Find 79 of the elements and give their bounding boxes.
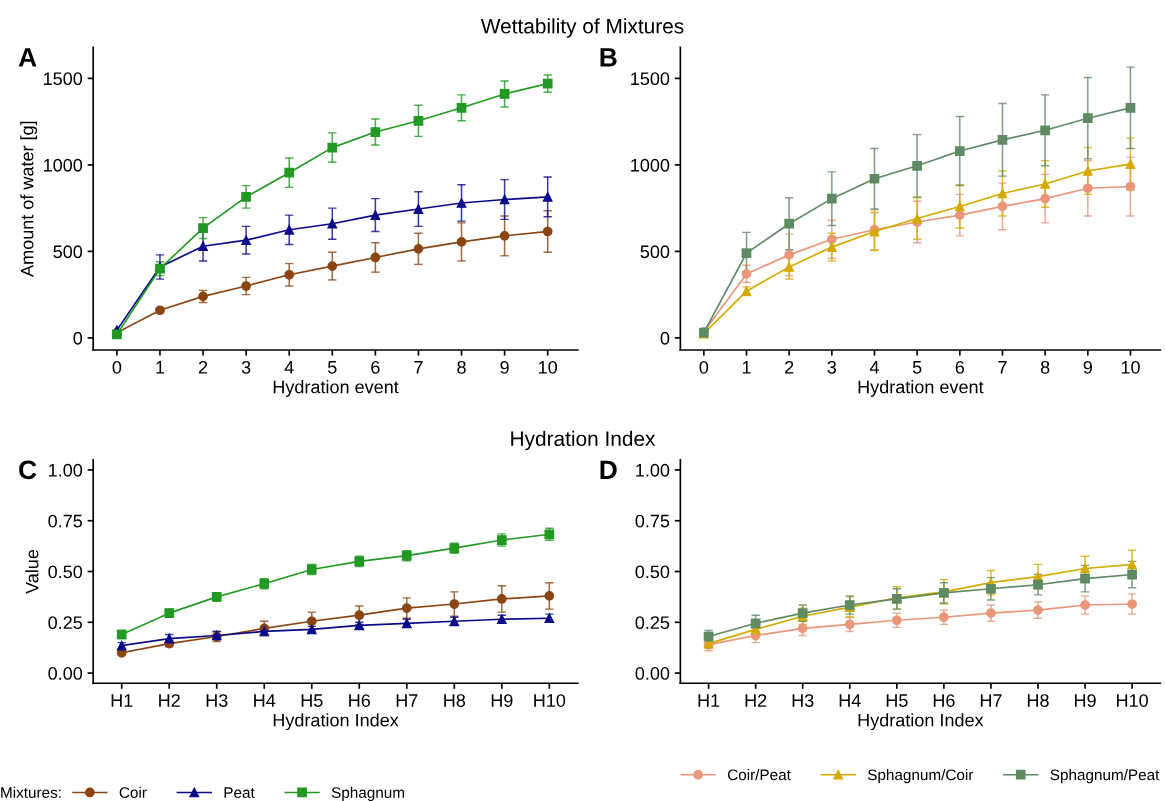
x-tick-label: H7 (396, 694, 418, 707)
legend-label: Sphagnum (331, 786, 405, 801)
legend-label: Sphagnum/Peat (1050, 769, 1160, 784)
text: C (19, 460, 37, 480)
x-tick-label: H5 (886, 694, 908, 707)
x-tick-label: H1 (111, 694, 133, 707)
x-tick-label: 7 (414, 361, 423, 374)
x-tick-label: 1 (742, 361, 751, 374)
x-tick-label: H8 (1027, 694, 1049, 707)
x-tick-label: H9 (1074, 694, 1096, 707)
x-tick-label: H4 (839, 694, 861, 707)
x-tick-label: H10 (1117, 694, 1148, 707)
x-tick-label: H2 (159, 694, 180, 707)
x-tick-label: 5 (327, 361, 337, 374)
x-tick-label: H10 (534, 694, 566, 707)
y-tick-label: 0.75 (635, 514, 670, 528)
x-axis-title: Hydration event (858, 380, 984, 397)
x-tick-label: H5 (301, 694, 323, 707)
x-tick-label: 1 (156, 361, 165, 374)
y-tick-label: 0.50 (48, 565, 83, 579)
x-tick-label: 0 (699, 360, 709, 374)
x-tick-label: H8 (444, 694, 466, 707)
text: A (18, 48, 37, 67)
x-tick-label: 3 (827, 360, 837, 374)
x-tick-label: H1 (698, 694, 720, 707)
x-tick-label: 9 (500, 360, 509, 374)
x-tick-label: 7 (998, 361, 1007, 374)
y-axis-title: Value (25, 549, 39, 594)
x-tick-label: H3 (792, 694, 814, 707)
y-tick-label: 500 (640, 245, 670, 259)
x-tick-label: H6 (933, 694, 955, 707)
x-axis-title: Hydration event (273, 380, 399, 397)
x-tick-label: 10 (1121, 360, 1140, 374)
x-tick-label: 4 (869, 361, 879, 374)
x-tick-label: H6 (349, 694, 371, 707)
text: B (600, 48, 617, 67)
x-tick-label: H7 (980, 694, 1002, 707)
x-tick-label: 6 (371, 360, 380, 374)
x-tick-label: 6 (955, 360, 965, 374)
x-tick-label: 10 (539, 360, 558, 374)
text: D (600, 460, 617, 479)
x-tick-label: 4 (284, 361, 294, 374)
y-tick-label: 1000 (44, 158, 83, 172)
x-tick-label: H3 (206, 694, 228, 707)
chart-title: Hydration Index (511, 430, 656, 451)
y-tick-label: 1.00 (636, 463, 670, 477)
y-tick-label: 0.00 (48, 667, 83, 680)
y-tick-label: 1500 (631, 72, 670, 86)
x-tick-label: H4 (254, 694, 276, 707)
x-tick-label: 0 (112, 360, 122, 374)
x-tick-label: 2 (785, 360, 794, 374)
x-tick-label: 3 (241, 360, 251, 374)
y-tick-label: 0 (660, 331, 670, 345)
legend-label: Coir/Peat (727, 769, 791, 781)
legend-label: Peat (224, 787, 255, 798)
legend-label: Sphagnum/Coir (867, 769, 974, 784)
legend-label: Coir (119, 786, 147, 798)
y-tick-label: 0.50 (635, 565, 670, 579)
y-tick-label: 500 (53, 245, 83, 259)
legend-title: Mixtures: (1, 786, 61, 798)
x-tick-label: 8 (1040, 360, 1050, 374)
x-axis-title: Hydration Index (273, 713, 399, 731)
y-tick-label: 0.25 (48, 616, 83, 630)
x-tick-label: 5 (912, 361, 922, 374)
x-tick-label: 9 (1083, 360, 1092, 374)
y-axis-title: Amount of water [g] (20, 121, 38, 277)
y-tick-label: 0.75 (48, 514, 83, 528)
y-tick-label: 1000 (631, 158, 670, 172)
chart-title: Wettability of Mixtures (480, 18, 684, 38)
x-tick-label: 2 (198, 360, 208, 374)
y-tick-label: 1500 (44, 72, 83, 86)
x-tick-label: 8 (457, 360, 466, 374)
y-tick-label: 0 (73, 331, 83, 345)
x-tick-label: H9 (491, 694, 513, 707)
y-tick-label: 0.25 (635, 616, 670, 630)
x-tick-label: H2 (745, 694, 767, 707)
y-tick-label: 0.00 (635, 667, 670, 680)
y-tick-label: 1.00 (49, 463, 83, 477)
x-axis-title: Hydration Index (858, 713, 984, 731)
